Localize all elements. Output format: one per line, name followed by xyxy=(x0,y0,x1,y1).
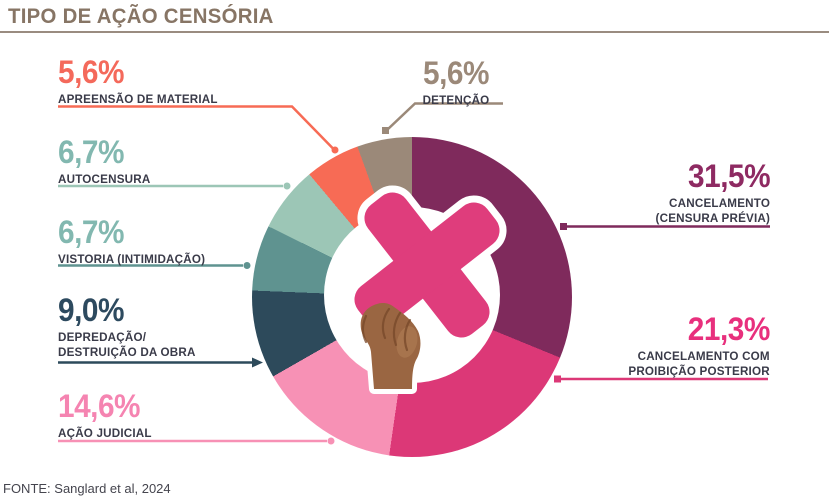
leader-dot-acao-judicial xyxy=(327,437,335,445)
leader-dot-cancel-proibicao xyxy=(554,375,561,383)
callout-detencao: 5,6% DETENÇÃO xyxy=(404,57,508,107)
leader-dot-detencao xyxy=(382,127,389,134)
pie-center-hole xyxy=(324,207,500,383)
percent-value: 6,7% xyxy=(58,214,124,250)
percent-value: 9,0% xyxy=(58,292,124,328)
title-divider xyxy=(0,31,829,33)
segment-label: VISTORIA (INTIMIDAÇÃO) xyxy=(58,252,206,266)
callout-acao-judicial: 14,6% AÇÃO JUDICIAL xyxy=(58,390,155,440)
callout-depredacao-destruicao: 9,0% DEPREDAÇÃO/ DESTRUIÇÃO DA OBRA xyxy=(58,294,200,359)
segment-label: CANCELAMENTO xyxy=(668,196,770,210)
segment-label: (CENSURA PRÉVIA) xyxy=(655,211,770,226)
percent-value: 5,6% xyxy=(58,54,124,90)
segment-label: CANCELAMENTO COM xyxy=(637,349,770,363)
leader-dot-autocensura xyxy=(283,182,291,190)
callout-cancelamento-censura-previa: 31,5% CANCELAMENTO (CENSURA PRÉVIA) xyxy=(652,160,770,225)
segment-label: AÇÃO JUDICIAL xyxy=(58,426,152,440)
leader-dot-apreensao xyxy=(331,146,339,154)
page-title: TIPO DE AÇÃO CENSÓRIA xyxy=(8,5,274,28)
segment-label: AUTOCENSURA xyxy=(58,172,151,186)
leader-arrow-depredacao xyxy=(252,357,263,368)
source-note: FONTE: Sanglard et al, 2024 xyxy=(3,481,171,496)
percent-value: 5,6% xyxy=(423,55,489,91)
leader-dot-cancelamento xyxy=(560,223,567,230)
segment-label: PROIBIÇÃO POSTERIOR xyxy=(628,364,770,379)
percent-value: 21,3% xyxy=(687,311,771,347)
leader-detencao xyxy=(386,102,503,131)
percent-value: 14,6% xyxy=(58,388,141,424)
callout-cancelamento-proibicao-posterior: 21,3% CANCELAMENTO COM PROIBIÇÃO POSTERI… xyxy=(624,311,771,379)
percent-value: 6,7% xyxy=(58,134,124,170)
segment-label: DEPREDAÇÃO/ xyxy=(58,330,147,344)
callout-autocensura: 6,7% AUTOCENSURA xyxy=(58,136,153,186)
callout-vistoria-intimidacao: 6,7% VISTORIA (INTIMIDAÇÃO) xyxy=(58,216,210,266)
segment-label: APREENSÃO DE MATERIAL xyxy=(58,92,218,106)
segment-label: DESTRUIÇÃO DA OBRA xyxy=(58,345,196,360)
segment-label: DETENÇÃO xyxy=(422,93,490,107)
leader-dot-vistoria xyxy=(243,262,251,269)
callout-apreensao-de-material: 5,6% APREENSÃO DE MATERIAL xyxy=(58,56,223,106)
percent-value: 31,5% xyxy=(687,158,771,194)
